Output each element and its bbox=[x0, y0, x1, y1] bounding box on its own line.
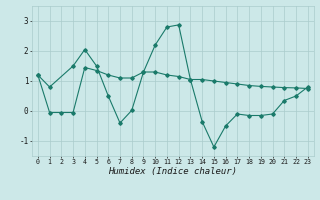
X-axis label: Humidex (Indice chaleur): Humidex (Indice chaleur) bbox=[108, 167, 237, 176]
